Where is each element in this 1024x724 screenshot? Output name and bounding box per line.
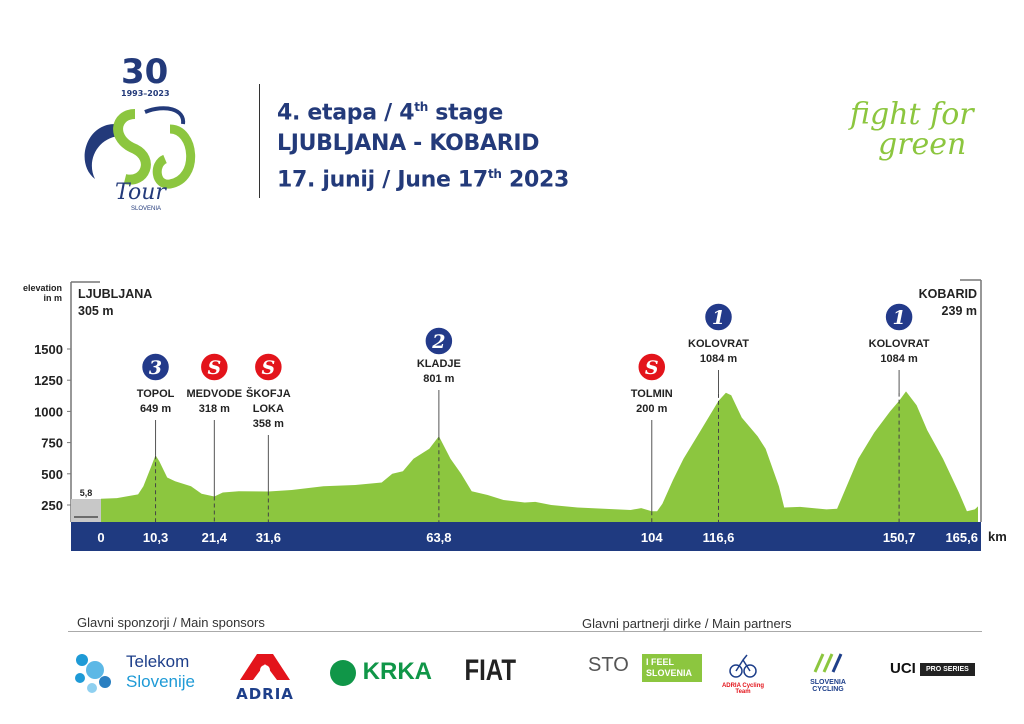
km-tick-label: 165,6 [945, 530, 978, 545]
badge-label: S [261, 357, 275, 379]
x-axis-unit: km [988, 529, 1007, 544]
km-tick-label: 0 [97, 530, 104, 545]
stage-number: 4. etapa / 4th stage [277, 100, 503, 126]
adria-mark-icon [240, 654, 290, 680]
y-axis-label-unit: in m [43, 293, 62, 303]
krka-k-icon [330, 659, 356, 686]
y-tick-label: 750 [41, 436, 63, 451]
km-tick-label: 21,4 [202, 530, 228, 545]
y-tick-label: 1250 [34, 373, 63, 388]
krka-logo: KRKA [330, 658, 432, 686]
finish-city: KOBARID [919, 287, 977, 301]
km-tick-label: 116,6 [703, 530, 735, 545]
stage-route: LJUBLJANA - KOBARID [277, 131, 540, 157]
telekom-logo: Telekom Slovenije [70, 650, 195, 700]
finish-elevation: 239 m [942, 304, 977, 318]
adria-cycling-team-logo: ADRIA Cycling Team [718, 652, 768, 695]
stage-date: 17. junij / June 17th 2023 [277, 167, 570, 193]
point-elevation: 200 m [636, 403, 667, 415]
i-feel-slovenia-logo: I FEEL SLOVENIA [642, 654, 702, 682]
kom-category-icon [884, 302, 914, 332]
slogan: fight for green [850, 97, 974, 162]
start-city: LJUBLJANA [78, 287, 152, 301]
main-partners-label: Glavni partnerji dirke / Main partners [582, 616, 792, 631]
km-tick-label: 150,7 [883, 530, 916, 545]
km-tick-label: 104 [641, 530, 663, 545]
y-tick-label: 500 [41, 467, 63, 482]
logo-name: Tour [115, 180, 166, 205]
km-band [71, 522, 981, 551]
telekom-dots-icon [75, 654, 111, 693]
point-elevation: 318 m [199, 403, 230, 415]
kom-category-icon [140, 352, 171, 382]
point-name: TOLMIN [631, 388, 673, 400]
sprint-icon [199, 352, 230, 382]
y-tick-label: 250 [41, 498, 63, 513]
elevation-profile-area [101, 391, 978, 522]
kom-category-icon [703, 302, 734, 332]
sprint-icon [253, 352, 284, 382]
point-name: MEDVODE [187, 388, 243, 400]
start-elevation: 305 m [78, 304, 113, 318]
badge-label: S [645, 357, 659, 379]
slovenia-cycling-mark-icon [813, 653, 843, 673]
point-elevation: 1084 m [700, 353, 738, 365]
uci-pro-series-logo: UCI PRO SERIES [890, 660, 975, 677]
main-sponsors-label: Glavni sponzorji / Main sponsors [77, 615, 265, 630]
y-axis-label: elevation [23, 283, 62, 293]
stage-title: 4. etapa / 4th stage LJUBLJANA - KOBARID… [277, 92, 569, 196]
sponsors-divider [68, 631, 982, 632]
logo-years: 1993–2023 [121, 89, 170, 98]
point-name: TOPOL [137, 388, 175, 400]
point-name: KLADJE [417, 358, 461, 370]
fiat-logo: FIAT [464, 654, 516, 687]
sto-logo: STO [588, 654, 629, 676]
badge-label: 2 [431, 331, 445, 353]
point-name: KOLOVRAT [688, 338, 749, 350]
point-elevation: 649 m [140, 403, 171, 415]
km-tick-label: 63,8 [426, 530, 451, 545]
sprint-icon [637, 352, 667, 382]
badge-label: 1 [892, 307, 905, 329]
badge-label: 1 [712, 307, 725, 329]
y-tick-label: 1500 [34, 342, 63, 357]
tour-of-slovenia-logo: 30 1993–2023 Tour SLOVENIA [75, 52, 205, 217]
km-tick-label: 10,3 [143, 530, 168, 545]
badge-label: S [207, 357, 221, 379]
adria-logo: ADRIA [222, 652, 308, 703]
logo-country: SLOVENIA [131, 206, 162, 212]
km-tick-label: 31,6 [256, 530, 281, 545]
header-divider [259, 84, 260, 198]
point-elevation: 801 m [423, 373, 454, 385]
cyclist-icon [729, 654, 757, 678]
point-name: KOLOVRAT [869, 338, 930, 350]
y-tick-label: 1000 [34, 404, 63, 419]
point-elevation: 358 m [253, 418, 284, 430]
neutral-zone [71, 499, 101, 522]
point-elevation: 1084 m [880, 353, 918, 365]
neutral-distance-label: 5,8 [80, 488, 93, 498]
slovenia-cycling-logo: SLOVENIA CYCLING [805, 652, 851, 693]
badge-label: 3 [149, 357, 162, 379]
cyclist-logo-icon [84, 106, 196, 189]
kom-category-icon [424, 326, 454, 356]
point-name: ŠKOFJA [246, 387, 291, 400]
point-name: LOKA [253, 403, 284, 415]
logo-number: 30 [121, 52, 169, 92]
